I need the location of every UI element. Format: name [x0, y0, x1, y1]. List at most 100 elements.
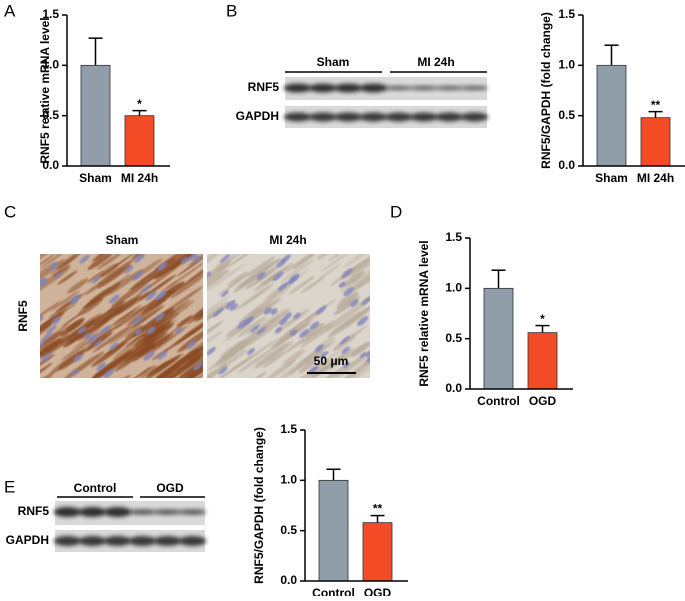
bar	[640, 117, 671, 167]
tissue-fiber	[112, 273, 131, 287]
tissue-fiber	[134, 337, 156, 354]
significance-label: **	[373, 502, 383, 516]
tissue-fiber	[50, 290, 80, 312]
tissue-fiber	[350, 254, 370, 278]
nucleus	[187, 254, 199, 262]
tissue-fiber	[282, 332, 315, 355]
row-label: GAPDH	[6, 533, 49, 547]
tissue-fiber	[207, 263, 246, 295]
nucleus	[221, 290, 229, 298]
tissue-fiber	[329, 352, 370, 378]
tissue-fiber	[48, 255, 78, 276]
tissue-fiber	[217, 270, 255, 296]
blot-band	[308, 83, 337, 93]
tissue-fiber	[192, 369, 203, 378]
y-tick-label: 1.5	[558, 7, 575, 21]
tissue-fiber	[112, 305, 147, 330]
nucleus	[207, 271, 212, 278]
bar	[80, 64, 111, 167]
nucleus	[46, 325, 57, 335]
y-tick-label: 1.5	[445, 230, 462, 244]
tissue-fiber	[93, 254, 135, 282]
tissue-fiber	[166, 355, 203, 378]
x-tick-label: Control	[312, 586, 355, 596]
tissue-fiber	[282, 349, 305, 366]
panel-label: B	[226, 1, 237, 20]
nucleus	[175, 327, 183, 335]
bar	[362, 522, 393, 582]
x-tick-label: OGD	[364, 586, 392, 596]
tissue-fiber	[40, 362, 53, 378]
nucleus	[40, 341, 45, 349]
tissue-fiber	[40, 254, 71, 269]
tissue-fiber	[146, 270, 164, 283]
tissue-fiber	[267, 322, 310, 352]
nucleus	[99, 325, 111, 335]
tissue-fiber	[343, 254, 370, 268]
tissue-fiber	[300, 276, 325, 294]
nucleus	[186, 340, 197, 350]
nucleus	[366, 356, 370, 363]
nucleus	[51, 316, 61, 325]
tissue-fiber	[176, 315, 194, 327]
nucleus	[350, 299, 359, 307]
tissue-fiber	[81, 293, 104, 310]
y-axis-label: RNF5/GAPDH (fold change)	[539, 12, 553, 169]
y-tick-label: 0.5	[280, 523, 297, 537]
tissue-fiber	[111, 279, 150, 308]
nucleus	[145, 291, 157, 301]
nucleus	[219, 254, 231, 263]
nucleus	[361, 297, 370, 306]
tissue-fiber	[52, 263, 71, 277]
nucleus	[256, 271, 266, 280]
nucleus	[293, 312, 301, 320]
blot-band	[460, 85, 489, 91]
nucleus	[87, 333, 99, 344]
tissue-fiber	[46, 302, 78, 325]
tissue-fiber	[61, 313, 82, 327]
tissue-fiber	[167, 261, 203, 289]
tissue-fiber	[351, 348, 370, 374]
nucleus	[320, 350, 329, 359]
nucleus	[157, 261, 168, 271]
blot-band	[359, 83, 388, 93]
blot-band	[334, 112, 363, 122]
tissue-fiber	[40, 307, 68, 339]
nucleus	[247, 348, 255, 356]
panel-label: E	[4, 477, 15, 496]
blot-band	[53, 507, 82, 517]
tissue-fiber	[97, 254, 123, 270]
tissue-fiber	[156, 281, 185, 303]
tissue-fiber	[124, 325, 144, 339]
nucleus	[225, 300, 236, 310]
row-label: RNF5	[18, 504, 50, 518]
tissue-fiber	[234, 325, 266, 348]
tissue-fiber	[87, 254, 115, 271]
nucleus	[140, 284, 152, 294]
blot-band	[283, 112, 312, 122]
tissue-fiber	[305, 322, 325, 338]
blot-band	[435, 85, 464, 91]
tissue-fiber	[138, 274, 177, 301]
column-label: MI 24h	[269, 233, 306, 247]
y-tick-label: 0.0	[280, 573, 297, 587]
nucleus	[359, 351, 367, 359]
tissue-fiber	[112, 374, 132, 378]
nucleus	[341, 346, 350, 354]
nucleus	[343, 361, 351, 369]
x-tick-label: MI 24h	[121, 171, 158, 185]
nucleus	[357, 316, 369, 326]
blot-band	[103, 507, 132, 517]
nucleus	[281, 254, 291, 263]
nucleus	[132, 316, 143, 325]
blot-band	[78, 507, 107, 517]
tissue-fiber	[192, 296, 203, 319]
group-label: Control	[74, 481, 117, 495]
tissue-fiber	[161, 369, 180, 378]
nucleus	[315, 305, 327, 315]
tissue-fiber	[241, 284, 274, 307]
tissue-fiber	[92, 314, 110, 328]
nucleus	[277, 282, 289, 292]
tissue-fiber	[167, 299, 191, 316]
